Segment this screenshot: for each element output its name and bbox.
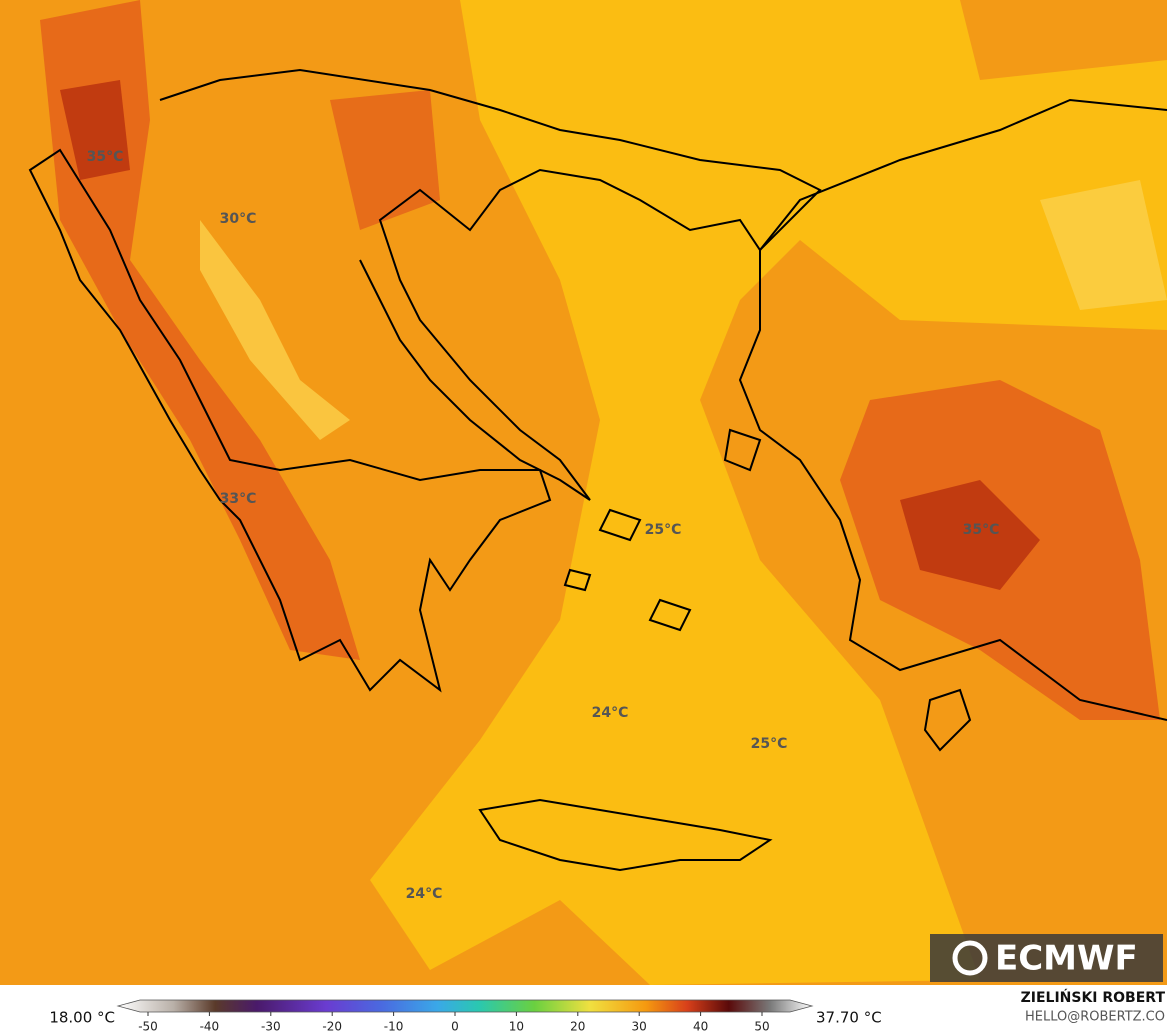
- colorbar-tick-label: 0: [451, 1020, 459, 1034]
- colorbar-tick-label: 10: [509, 1020, 524, 1034]
- logo-icon: [952, 940, 988, 976]
- temperature-label: 35°C: [963, 522, 1000, 538]
- colorbar-ticks: -50 -40 -30 -20 -10 0 10 20 30 40 50: [138, 1012, 770, 1034]
- colorbar-tick-label: 20: [570, 1020, 585, 1034]
- colorbar-tick-label: -40: [200, 1020, 220, 1034]
- warm-sea-zone: [370, 0, 1167, 985]
- cool-zone: [1040, 180, 1167, 310]
- colorbar-tick-label: -10: [384, 1020, 404, 1034]
- logo-text: ECMWF: [995, 939, 1138, 979]
- coastline: [28, 68, 1167, 872]
- cool-zone: [200, 220, 350, 440]
- colorbar-scale: [116, 999, 814, 1013]
- temperature-label: 35°C: [87, 149, 124, 165]
- colorbar: 18.00 °C 37.70 °C -50 -40 -30 -20 -10 0 10 20 30…: [49, 999, 882, 1034]
- colorbar-tick-label: 40: [693, 1020, 708, 1034]
- credit-email: HELLO@ROBERTZ.CO: [1025, 1010, 1165, 1025]
- temperature-label: 24°C: [592, 705, 629, 721]
- colorbar-tick-label: 50: [754, 1020, 769, 1034]
- temperature-labels: 35°C 30°C 33°C 25°C 35°C 24°C 25°C 24°C: [87, 149, 1000, 902]
- legend-max: 37.70 °C: [816, 1009, 882, 1027]
- temperature-label: 30°C: [220, 211, 257, 227]
- very-hot-zone: [60, 80, 130, 180]
- colorbar-tick-label: 30: [632, 1020, 647, 1034]
- temperature-label: 33°C: [220, 491, 257, 507]
- very-hot-zone: [900, 480, 1040, 590]
- colorbar-tick-label: -50: [138, 1020, 158, 1034]
- temperature-label: 25°C: [645, 522, 682, 538]
- temperature-label: 24°C: [406, 886, 443, 902]
- colorbar-tick-label: -30: [261, 1020, 281, 1034]
- legend-min: 18.00 °C: [49, 1009, 115, 1027]
- colorbar-tick-label: -20: [322, 1020, 342, 1034]
- map: [0, 0, 1167, 985]
- logo-box: ECMWF: [930, 934, 1163, 982]
- credit-name: ZIELIŃSKI ROBERT: [1021, 988, 1166, 1006]
- temperature-label: 25°C: [751, 736, 788, 752]
